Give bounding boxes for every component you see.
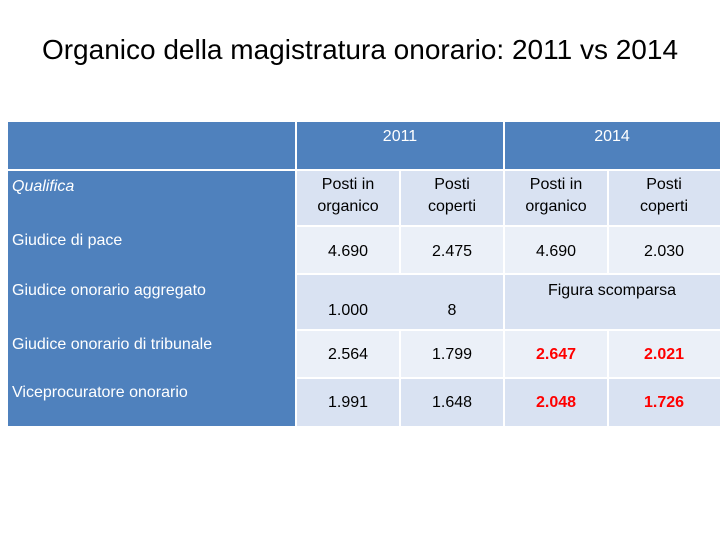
cell-2014-organico-highlight: 2.048 [504,378,608,426]
header-empty-cell [8,122,296,170]
cell-2011-organico: 4.690 [296,226,400,274]
row-divider [296,329,720,331]
cell-2011-coperti: 1.799 [400,330,504,378]
row-label-giudice-onorario-aggregato: Giudice onorario aggregato [8,274,296,330]
column-divider [607,170,609,274]
column-divider [399,170,401,274]
row-label-giudice-di-pace: Giudice di pace [8,226,296,274]
cell-2014-coperti: 2.030 [608,226,720,274]
qualifica-header: Qualifica [8,170,296,226]
header-year-2014: 2014 [504,122,720,170]
row-label-giudice-onorario-di-tribunale: Giudice onorario di tribunale [8,330,296,378]
cell-2011-organico: 1.000 [296,274,400,330]
cell-2014-organico: 4.690 [504,226,608,274]
cell-2011-organico: 1.991 [296,378,400,426]
cell-2011-coperti: 2.475 [400,226,504,274]
comparison-table: 2011 2014 Qualifica Giudice di pace Giud… [8,122,720,426]
subheader-2011-posti-coperti: Posti coperti [400,170,504,226]
cell-2014-organico-highlight: 2.647 [504,330,608,378]
subheader-2011-posti-in-organico: Posti in organico [296,170,400,226]
slide-title: Organico della magistratura onorario: 20… [41,34,679,65]
cell-2011-coperti: 8 [400,274,504,330]
cell-2011-organico: 2.564 [296,330,400,378]
row-divider [296,273,720,275]
row-label-viceprocuratore-onorario: Viceprocuratore onorario [8,378,296,426]
cell-2014-figura-scomparsa: Figura scomparsa [504,274,720,330]
subheader-2014-posti-in-organico: Posti in organico [504,170,608,226]
cell-2011-coperti: 1.648 [400,378,504,426]
cell-2014-coperti-highlight: 1.726 [608,378,720,426]
row-divider [8,169,720,171]
header-year-2011: 2011 [296,122,504,170]
row-divider [296,377,720,379]
row-divider [296,225,720,227]
subheader-2014-posti-coperti: Posti coperti [608,170,720,226]
cell-2014-coperti-highlight: 2.021 [608,330,720,378]
